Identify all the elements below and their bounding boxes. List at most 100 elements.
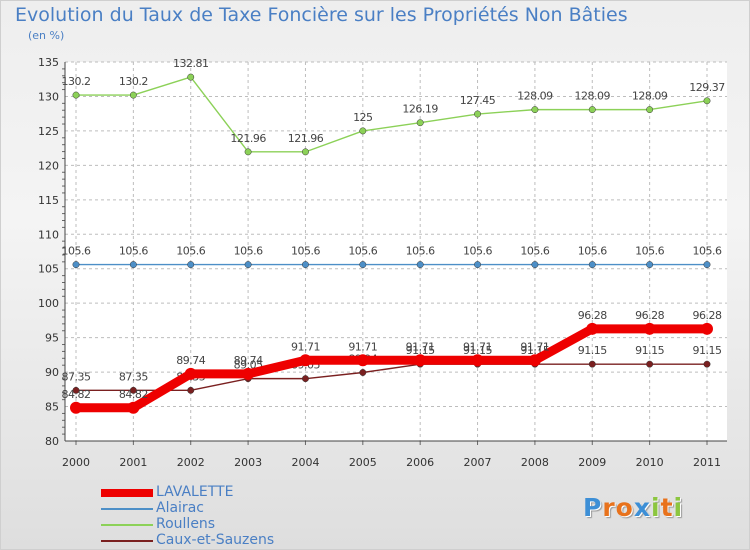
legend-label: LAVALETTE (156, 484, 234, 500)
data-label: 91.71 (463, 340, 492, 353)
data-point (356, 354, 369, 367)
plot-area (65, 62, 727, 441)
data-point (72, 261, 80, 269)
series-line-caux-et-sauzens (75, 363, 708, 392)
legend-label: Roullens (156, 516, 216, 532)
data-point (588, 261, 596, 269)
x-tick-label: 2003 (234, 456, 262, 469)
data-label: 105.6 (176, 245, 205, 258)
x-tick-label: 2001 (119, 456, 147, 469)
data-label: 96.28 (635, 309, 664, 322)
data-label: 105.6 (291, 245, 320, 258)
data-point (701, 322, 713, 335)
data-label: 91.15 (406, 344, 435, 357)
data-label: 105.6 (234, 245, 263, 258)
y-tick-label: 105 (38, 263, 59, 276)
data-label: 91.15 (635, 344, 664, 357)
data-point (242, 367, 255, 380)
data-point (703, 261, 711, 269)
data-label: 87.35 (62, 370, 91, 383)
data-point (416, 261, 424, 269)
data-label: 105.6 (693, 245, 722, 258)
y-tick-label: 95 (45, 332, 59, 345)
data-label: 91.71 (406, 340, 435, 353)
data-point (531, 261, 539, 269)
data-label: 91.71 (291, 340, 320, 353)
legend-label: Caux-et-Sauzens (156, 532, 275, 548)
legend-swatch (101, 489, 153, 497)
data-point (588, 106, 596, 114)
chart-title: Evolution du Taux de Taxe Foncière sur l… (15, 4, 628, 26)
data-point (588, 360, 596, 368)
legend-swatch (101, 508, 153, 510)
legend-label: Alairac (156, 500, 204, 516)
data-point (302, 148, 309, 156)
logo-letter: t (660, 493, 674, 522)
logo-letter: o (615, 493, 634, 522)
data-point (187, 386, 195, 394)
data-point (474, 110, 481, 118)
data-label: 126.19 (402, 103, 438, 116)
data-point (72, 386, 80, 394)
y-tick-label: 100 (38, 297, 59, 310)
data-point (416, 119, 424, 127)
x-tick-label: 2000 (62, 456, 90, 469)
x-tick-label: 2006 (406, 456, 434, 469)
y-tick-label: 85 (45, 401, 59, 414)
data-point (359, 127, 367, 135)
data-label: 91.15 (693, 344, 722, 357)
x-tick-label: 2008 (521, 456, 549, 469)
data-label: 125 (353, 111, 373, 124)
logo-letter: i (673, 493, 684, 522)
data-point (703, 360, 711, 368)
data-label: 91.15 (463, 344, 492, 357)
data-point (299, 354, 312, 367)
data-label: 84.82 (62, 388, 91, 401)
x-tick-label: 2009 (578, 456, 606, 469)
data-point (646, 106, 654, 114)
data-point (414, 354, 427, 367)
data-label: 105.6 (463, 245, 492, 258)
x-tick-label: 2011 (693, 456, 721, 469)
logo-letter: i (651, 493, 661, 522)
logo-letter: x (633, 493, 651, 522)
data-point (531, 106, 539, 114)
data-point (184, 367, 197, 380)
logo-letter: r (602, 493, 616, 522)
data-point (359, 261, 367, 269)
data-point (129, 261, 137, 269)
x-tick-label: 2004 (291, 456, 319, 469)
data-label: 128.09 (517, 90, 553, 103)
y-tick-label: 90 (45, 366, 59, 379)
y-tick-label: 125 (38, 125, 59, 138)
y-tick-label: 115 (38, 194, 59, 207)
data-label: 96.28 (578, 309, 607, 322)
data-point (471, 354, 484, 367)
data-point (127, 401, 140, 414)
data-point (586, 322, 599, 335)
data-label: 96.28 (693, 309, 722, 322)
data-point (643, 322, 656, 335)
data-label: 121.96 (230, 132, 266, 145)
data-point (244, 261, 252, 269)
data-point (646, 360, 654, 368)
y-tick-label: 130 (38, 90, 59, 103)
data-point (703, 97, 711, 105)
data-label: 105.6 (635, 245, 664, 258)
legend-swatch (101, 524, 153, 526)
data-label: 121.96 (288, 132, 324, 145)
x-tick-label: 2005 (349, 456, 377, 469)
data-point (187, 73, 195, 81)
data-label: 132.81 (173, 57, 209, 70)
y-tick-label: 135 (38, 56, 59, 69)
data-label: 91.15 (578, 344, 607, 357)
data-point (528, 354, 541, 367)
data-point (302, 375, 309, 383)
logo-letter: P (583, 493, 603, 522)
data-label: 105.6 (62, 245, 91, 258)
y-tick-label: 120 (38, 159, 59, 172)
data-label: 130.2 (62, 75, 91, 88)
data-point (359, 369, 367, 376)
data-label: 91.71 (348, 340, 377, 353)
